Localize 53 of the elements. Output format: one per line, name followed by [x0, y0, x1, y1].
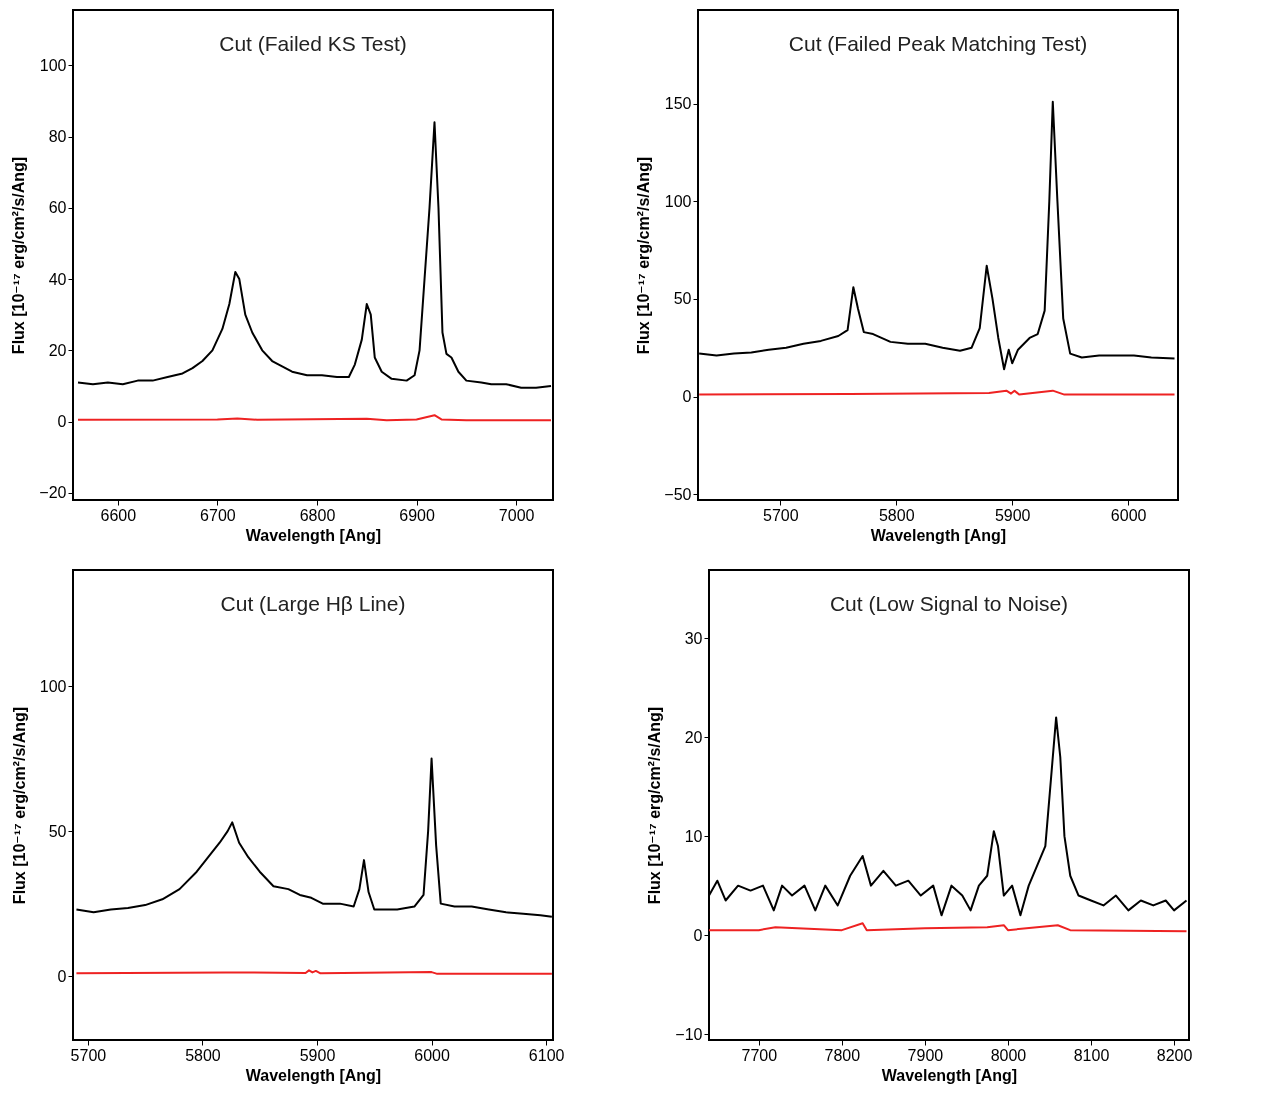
y-tick-label: −10	[675, 1025, 703, 1043]
text: Cut (Failed KS Test)	[219, 32, 407, 55]
text: Cut (Low Signal to Noise)	[829, 592, 1069, 615]
y-tick-label: 40	[48, 270, 67, 288]
x-tick-label: 6700	[200, 506, 236, 524]
x-tick-label: 5700	[763, 506, 799, 524]
x-tick-label: 5800	[878, 506, 915, 524]
x-tick-label: 7800	[824, 1046, 861, 1064]
y-tick-label: 0	[682, 388, 692, 406]
y-tick-label: 0	[693, 926, 703, 944]
x-tick-label: 6900	[399, 506, 435, 524]
y-tick-label: 50	[48, 822, 67, 840]
x-tick-label: 8000	[990, 1046, 1027, 1064]
x-tick-label: 5900	[994, 506, 1031, 524]
x-axis-title: Wavelength [Ang]	[245, 526, 382, 544]
y-tick-label: 100	[39, 677, 67, 695]
y-tick-label: 100	[39, 56, 67, 74]
x-tick-label: 8200	[1156, 1046, 1193, 1064]
y-tick-label: 20	[48, 341, 67, 359]
x-axis-title: Wavelength [Ang]	[245, 1066, 382, 1084]
y-tick-label: −20	[39, 484, 67, 502]
y-tick-label: 0	[57, 413, 67, 431]
y-tick-label: 0	[57, 967, 67, 985]
x-tick-label: 6600	[100, 506, 137, 524]
x-tick-label: 5700	[70, 1046, 107, 1064]
x-tick-label: 6800	[299, 506, 336, 524]
y-tick-label: −50	[664, 485, 692, 503]
x-tick-label: 5800	[185, 1046, 221, 1064]
x-tick-label: 6000	[1110, 506, 1147, 524]
x-tick-label: 6100	[528, 1046, 565, 1064]
y-tick-label: 150	[664, 95, 692, 113]
y-axis-title: Flux [10⁻¹⁷ erg/cm²/s/Ang]	[10, 156, 28, 355]
x-tick-label: 6000	[414, 1046, 450, 1064]
x-axis-title: Wavelength [Ang]	[870, 526, 1007, 544]
y-tick-label: 80	[48, 128, 67, 146]
y-tick-label: 10	[684, 827, 703, 845]
y-axis-title: Flux [10⁻¹⁷ erg/cm²/s/Ang]	[635, 156, 653, 355]
y-tick-label: 20	[684, 728, 703, 746]
y-tick-label: 60	[48, 199, 67, 217]
text: Cut (Large Hβ Line)	[220, 592, 406, 615]
x-tick-label: 8100	[1073, 1046, 1110, 1064]
x-tick-label: 7700	[741, 1046, 778, 1064]
line-series	[709, 922, 1188, 933]
x-tick-label: 7000	[498, 506, 535, 524]
y-tick-label: 100	[664, 192, 692, 210]
y-tick-label: 30	[684, 629, 703, 647]
x-axis-title: Wavelength [Ang]	[881, 1066, 1018, 1084]
x-tick-label: 5900	[299, 1046, 336, 1064]
text: Cut (Failed Peak Matching Test)	[788, 32, 1088, 55]
x-tick-label: 7900	[907, 1046, 944, 1064]
y-axis-title: Flux [10⁻¹⁷ erg/cm²/s/Ang]	[646, 706, 664, 905]
y-axis-title: Flux [10⁻¹⁷ erg/cm²/s/Ang]	[10, 706, 28, 905]
y-tick-label: 50	[673, 290, 692, 308]
